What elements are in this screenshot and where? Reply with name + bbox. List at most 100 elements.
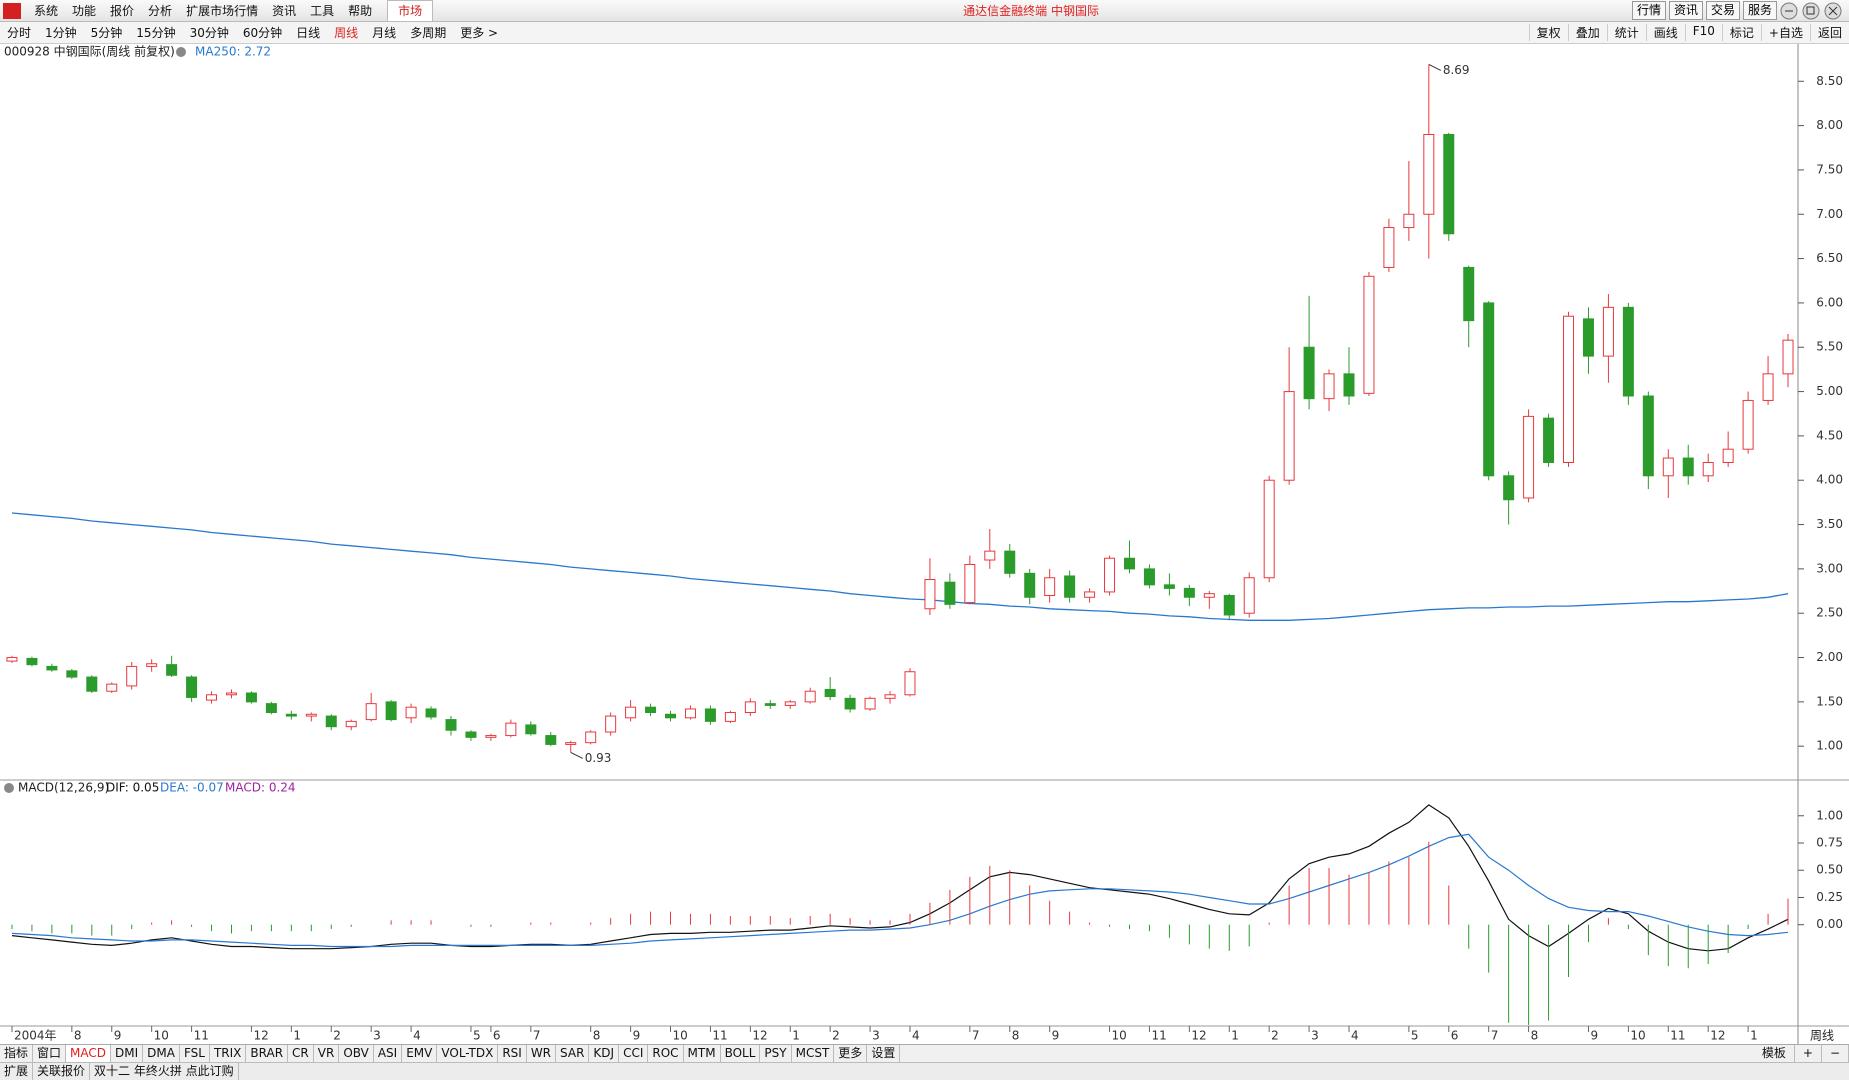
- period-button[interactable]: 分时: [7, 26, 32, 40]
- tool-button[interactable]: 返回: [1809, 24, 1849, 41]
- restore[interactable]: [1802, 2, 1820, 19]
- indicator-tab[interactable]: KDJ: [589, 1045, 620, 1062]
- toolbar: 分时 1分钟 5分钟 15分钟 30分钟 60分钟 日线 周线 月线 多周期 更多 > 复权 叠加 统计…: [0, 22, 1849, 44]
- candle-body: [1662, 457, 1674, 477]
- menu-item[interactable]: 系统: [34, 4, 59, 18]
- menu-bar: 系统 功能 报价 分析 扩展市场行情 资讯 工具 帮助 市场 通达信金融终端 中钢国际 行情资…: [0, 0, 1849, 22]
- indicator-tab[interactable]: EMV: [402, 1045, 438, 1062]
- tool-button[interactable]: 复权: [1528, 24, 1568, 41]
- candle-body: [6, 657, 18, 662]
- period-button[interactable]: 更多 >: [460, 26, 499, 40]
- candle-body: [445, 719, 457, 731]
- period-button[interactable]: 15分钟: [136, 26, 176, 40]
- indicator-tab[interactable]: VOL-TDX: [437, 1045, 499, 1062]
- tool-button[interactable]: 画线: [1645, 24, 1685, 41]
- indicator-tab[interactable]: CR: [288, 1045, 314, 1062]
- x-tick-label: 8: [1531, 1029, 1539, 1043]
- x-tick-label: 3: [872, 1029, 880, 1043]
- indicator-tab[interactable]: DMI: [111, 1045, 144, 1062]
- candle-body: [245, 692, 257, 703]
- tool-button[interactable]: 统计: [1606, 24, 1646, 41]
- tool-buttons: 复权 叠加 统计 画线 F10 标记 +自选 返回: [1528, 24, 1849, 41]
- market-tab[interactable]: 市场: [387, 0, 434, 21]
- indicator-tab[interactable]: ASI: [374, 1045, 403, 1062]
- indicator-tab[interactable]: PSY: [760, 1045, 792, 1062]
- menu-item[interactable]: 资讯: [272, 4, 297, 18]
- menu-item[interactable]: 功能: [72, 4, 97, 18]
- candle-body: [186, 676, 198, 698]
- period-button[interactable]: 30分钟: [189, 26, 229, 40]
- indicator-tab[interactable]: MTM: [684, 1045, 721, 1062]
- chart: 000928 中钢国际(周线 前复权) MA250: 2.72 MACD(12,26…: [0, 44, 1849, 1044]
- template-button[interactable]: 模板: [1754, 1045, 1795, 1062]
- period-button[interactable]: 60分钟: [242, 26, 283, 40]
- indicator-tab[interactable]: BOLL: [721, 1045, 761, 1062]
- indicator-tab[interactable]: 指标: [0, 1045, 34, 1062]
- x-tick-label: 8: [1012, 1029, 1020, 1043]
- menu-item[interactable]: 扩展市场行情: [186, 4, 259, 18]
- top-button[interactable]: 交易: [1705, 1, 1740, 20]
- period-button[interactable]: 多周期: [410, 26, 447, 40]
- top-button[interactable]: 服务: [1742, 1, 1777, 20]
- status-item[interactable]: 关联报价: [33, 1063, 91, 1080]
- y-tick-label: 0.00: [1816, 917, 1843, 931]
- menu-item[interactable]: 帮助: [348, 4, 373, 18]
- indicator-tab[interactable]: 设置: [867, 1045, 901, 1062]
- indicator-tab[interactable]: CCI: [619, 1045, 649, 1062]
- candle-body: [525, 724, 537, 735]
- menu-item[interactable]: 工具: [310, 4, 335, 18]
- period-button[interactable]: 5分钟: [90, 26, 123, 40]
- x-tick-label: 4: [912, 1029, 920, 1043]
- period-button[interactable]: 月线: [372, 26, 397, 40]
- status-item[interactable]: 扩展: [0, 1063, 34, 1080]
- template-buttons: 模板 + −: [1754, 1045, 1849, 1062]
- x-tick-label: 4: [1351, 1029, 1359, 1043]
- tool-button[interactable]: +自选: [1760, 24, 1810, 41]
- ma-line: [11, 512, 1789, 621]
- status-item[interactable]: 双十二 年终火拼 点此订购: [90, 1063, 239, 1080]
- tool-button[interactable]: F10: [1684, 24, 1722, 41]
- menu-item[interactable]: 分析: [148, 4, 173, 18]
- tool-button[interactable]: 叠加: [1567, 24, 1607, 41]
- indicator-tab[interactable]: SAR: [556, 1045, 590, 1062]
- menu-item[interactable]: 报价: [110, 4, 135, 18]
- indicator-tab[interactable]: WR: [527, 1045, 557, 1062]
- template-button[interactable]: −: [1822, 1045, 1849, 1062]
- candle-body: [106, 683, 118, 692]
- y-tick-label: 7.00: [1816, 207, 1843, 221]
- candle-body: [1263, 479, 1275, 579]
- top-button[interactable]: 行情: [1631, 1, 1666, 20]
- candle-body: [345, 720, 357, 728]
- x-tick-label: 5: [1411, 1029, 1419, 1043]
- x-tick-label: 12: [1191, 1029, 1206, 1043]
- indicator-tab[interactable]: MCST: [792, 1045, 835, 1062]
- indicator-tab[interactable]: BRAR: [246, 1045, 289, 1062]
- candle-body: [585, 731, 597, 744]
- period-button[interactable]: 日线: [296, 26, 321, 40]
- indicator-tab[interactable]: OBV: [339, 1045, 374, 1062]
- template-button[interactable]: +: [1795, 1045, 1822, 1062]
- x-tick-label: 10: [154, 1029, 169, 1043]
- indicator-tab[interactable]: RSI: [498, 1045, 527, 1062]
- candle-body: [1622, 306, 1634, 397]
- period-button[interactable]: 周线: [334, 26, 359, 40]
- indicator-tab[interactable]: ROC: [648, 1045, 684, 1062]
- indicator-tab[interactable]: VR: [314, 1045, 340, 1062]
- candle-body: [625, 706, 637, 719]
- top-button[interactable]: 资讯: [1668, 1, 1703, 20]
- tool-button[interactable]: 标记: [1721, 24, 1761, 41]
- indicator-tab[interactable]: 更多: [834, 1045, 868, 1062]
- y-tick-label: 1.50: [1816, 694, 1843, 708]
- ma-legend: MA250: 2.72: [195, 45, 271, 59]
- indicator-tab[interactable]: TRIX: [210, 1045, 247, 1062]
- y-tick-label: 1.00: [1816, 739, 1843, 753]
- candle-body: [1243, 577, 1255, 614]
- indicator-tab[interactable]: DMA: [143, 1045, 180, 1062]
- indicator-tab[interactable]: MACD: [66, 1045, 112, 1062]
- high-label: 8.69: [1443, 63, 1470, 77]
- period-button[interactable]: 1分钟: [45, 26, 77, 40]
- indicator-tab[interactable]: 窗口: [33, 1045, 67, 1062]
- indicator-tab[interactable]: FSL: [180, 1045, 210, 1062]
- candle-body: [425, 708, 437, 718]
- y-tick-label: 5.00: [1816, 384, 1843, 398]
